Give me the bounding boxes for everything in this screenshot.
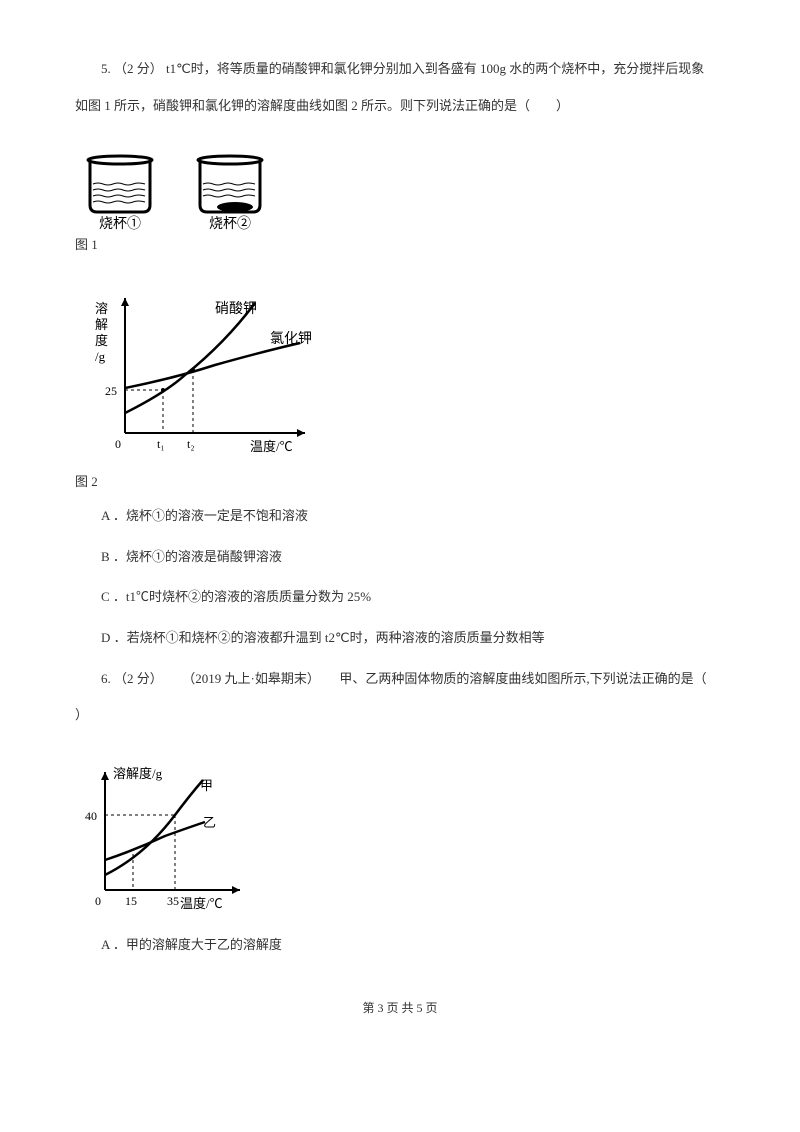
- q6-series1: 甲: [200, 778, 213, 793]
- q6-number: 6.: [101, 671, 111, 686]
- q5-option-b: B ．烧杯①的溶液是硝酸钾溶液: [75, 543, 725, 572]
- figure-2: 溶 解 度 /g 温度/℃ 0 硝酸钾 氯化钾 25 t₁ t₂ 图 2: [75, 283, 725, 490]
- q6-ytick: 40: [85, 809, 97, 823]
- fig2-label: 图 2: [75, 471, 725, 490]
- x-tick2: t₂: [187, 437, 195, 451]
- q6-option-a: A ．甲的溶解度大于乙的溶解度: [75, 931, 725, 960]
- fig1-label: 图 1: [75, 234, 725, 253]
- q5-points: （2 分）: [114, 61, 163, 76]
- y-tick: 25: [105, 384, 117, 398]
- page-footer: 第 3 页 共 5 页: [75, 999, 725, 1016]
- beakers-row: 烧杯① 烧杯②: [75, 150, 725, 230]
- q6-points: （2 分）: [114, 671, 163, 686]
- q6-ylabel: 溶解度/g: [113, 766, 163, 781]
- solubility-chart-1: 溶 解 度 /g 温度/℃ 0 硝酸钾 氯化钾 25 t₁ t₂: [75, 283, 325, 463]
- q6-xtick1: 15: [125, 894, 137, 908]
- series1-label: 硝酸钾: [215, 301, 257, 317]
- beaker-1-icon: 烧杯①: [75, 150, 165, 230]
- q5-option-a: A ．烧杯①的溶液一定是不饱和溶液: [75, 502, 725, 531]
- beaker-2-icon: 烧杯②: [185, 150, 275, 230]
- q5-stem-line2: 如图 1 所示，硝酸钾和氯化钾的溶解度曲线如图 2 所示。则下列说法正确的是（ …: [75, 92, 725, 121]
- q6-stem-end: ）: [75, 701, 725, 730]
- q5-stem-line1: 5. （2 分） t1℃时，将等质量的硝酸钾和氯化钾分别加入到各盛有 100g …: [75, 55, 725, 84]
- beaker2-label: 烧杯②: [209, 216, 251, 230]
- beaker1-label: 烧杯①: [99, 216, 141, 230]
- page-content: 5. （2 分） t1℃时，将等质量的硝酸钾和氯化钾分别加入到各盛有 100g …: [0, 0, 800, 1056]
- q6-xtick2: 35: [167, 894, 179, 908]
- q6-text: 甲、乙两种固体物质的溶解度曲线如图所示,下列说法正确的是（: [339, 671, 706, 686]
- q5-number: 5.: [101, 61, 111, 76]
- origin: 0: [115, 437, 121, 451]
- y-label-g: /g: [95, 349, 106, 364]
- x-label: 温度/℃: [250, 439, 293, 454]
- y-label-du: 度: [95, 333, 108, 348]
- figure-1: 烧杯① 烧杯② 图 1: [75, 150, 725, 253]
- y-label-jie: 解: [95, 317, 108, 332]
- q5-option-c: C ．t1℃时烧杯②的溶液的溶质质量分数为 25%: [75, 583, 725, 612]
- q6-origin: 0: [95, 894, 101, 908]
- q6-stem: 6. （2 分） （2019 九上·如皋期末） 甲、乙两种固体物质的溶解度曲线如…: [75, 665, 725, 694]
- q6-source: （2019 九上·如皋期末）: [182, 671, 320, 686]
- q5-text1: t1℃时，将等质量的硝酸钾和氯化钾分别加入到各盛有 100g 水的两个烧杯中，充…: [166, 61, 704, 76]
- series2-label: 氯化钾: [270, 331, 312, 347]
- q6-series2: 乙: [203, 815, 216, 830]
- figure-3: 溶解度/g 温度/℃ 0 甲 乙 40 15 35: [75, 760, 725, 919]
- q5-option-d: D ．若烧杯①和烧杯②的溶液都升温到 t2℃时，两种溶液的溶质质量分数相等: [75, 624, 725, 653]
- x-tick1: t₁: [157, 437, 165, 451]
- q6-xlabel: 温度/℃: [180, 896, 223, 911]
- solubility-chart-2: 溶解度/g 温度/℃ 0 甲 乙 40 15 35: [75, 760, 255, 915]
- y-label-sol: 溶: [95, 301, 108, 316]
